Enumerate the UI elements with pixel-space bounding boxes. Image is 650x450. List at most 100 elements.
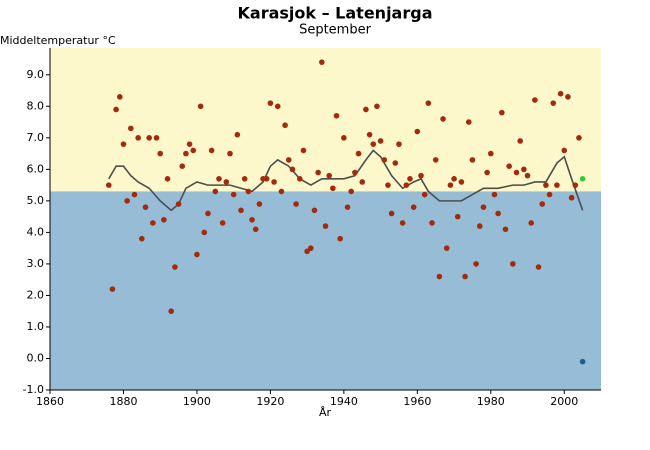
- point: [539, 201, 546, 207]
- point: [190, 147, 197, 154]
- point: [183, 150, 189, 157]
- y-tick-label: 8.0: [27, 99, 45, 112]
- y-tick-label: 6.0: [27, 162, 45, 175]
- x-tick-label: 2000: [550, 395, 578, 408]
- point: [451, 176, 457, 182]
- point: [381, 157, 388, 163]
- band-below: [50, 191, 601, 390]
- point: [506, 163, 512, 170]
- point: [473, 261, 479, 267]
- point: [128, 125, 134, 132]
- point: [282, 122, 288, 129]
- point: [252, 226, 259, 233]
- point: [388, 210, 395, 217]
- point: [355, 150, 362, 157]
- point: [348, 188, 355, 195]
- x-tick-label: 1920: [256, 395, 284, 408]
- point: [524, 172, 531, 179]
- point: [304, 248, 310, 255]
- point: [557, 90, 564, 97]
- point: [521, 166, 527, 173]
- point: [440, 116, 446, 122]
- point: [186, 141, 193, 147]
- point: [374, 103, 380, 110]
- y-tick-label: -1.0: [23, 383, 44, 396]
- point: [175, 201, 182, 207]
- point: [157, 150, 163, 157]
- point: [113, 106, 119, 113]
- point: [488, 150, 494, 157]
- x-tick-label: 1960: [403, 395, 431, 408]
- point: [164, 176, 171, 182]
- point: [285, 157, 292, 163]
- y-tick-label: 7.0: [27, 131, 45, 144]
- chart-subtitle: September: [299, 23, 372, 38]
- point: [465, 119, 472, 125]
- point: [476, 223, 483, 229]
- point: [172, 264, 178, 270]
- point: [256, 201, 263, 207]
- point: [363, 106, 369, 113]
- point: [146, 135, 152, 141]
- point: [330, 185, 336, 192]
- point: [201, 229, 208, 236]
- point: [205, 210, 211, 217]
- point: [421, 191, 428, 198]
- y-axis-label: Middeltemperatur °C: [0, 34, 116, 47]
- x-tick-label: 1980: [477, 395, 505, 408]
- point: [480, 204, 487, 210]
- point: [425, 100, 432, 106]
- x-tick-label: 1900: [183, 395, 211, 408]
- point: [341, 135, 347, 141]
- point: [120, 141, 127, 147]
- point: [116, 94, 123, 100]
- point: [454, 213, 461, 220]
- point: [469, 157, 476, 163]
- y-tick-label: 9.0: [27, 68, 45, 81]
- point: [153, 135, 160, 141]
- point: [436, 273, 443, 280]
- point: [546, 191, 553, 198]
- point: [554, 182, 560, 188]
- point: [429, 220, 435, 226]
- point: [458, 179, 465, 185]
- point: [168, 308, 175, 314]
- point: [414, 128, 421, 135]
- point: [543, 182, 549, 188]
- point: [572, 182, 579, 188]
- point: [319, 59, 325, 65]
- point: [491, 191, 498, 198]
- point: [517, 138, 523, 144]
- point: [161, 216, 167, 223]
- point: [142, 204, 149, 210]
- y-tick-label: 5.0: [27, 194, 45, 207]
- point: [407, 176, 413, 182]
- y-tick-label: 3.0: [27, 257, 45, 270]
- point: [579, 358, 586, 365]
- point: [241, 176, 248, 182]
- point: [105, 182, 112, 188]
- point: [385, 182, 391, 188]
- point: [532, 97, 538, 103]
- point: [359, 179, 366, 185]
- point: [296, 176, 303, 182]
- point: [326, 172, 332, 179]
- point: [230, 191, 237, 198]
- point: [139, 235, 145, 242]
- point: [216, 176, 222, 182]
- x-tick-label: 1880: [109, 395, 137, 408]
- point: [150, 220, 156, 226]
- point: [289, 166, 296, 173]
- point: [550, 100, 557, 106]
- point: [179, 163, 186, 170]
- point: [447, 182, 454, 188]
- y-tick-label: 4.0: [27, 225, 45, 238]
- point: [410, 204, 417, 210]
- point: [396, 141, 402, 147]
- point: [223, 179, 230, 185]
- y-tick-label: 2.0: [27, 288, 45, 301]
- point: [315, 169, 321, 176]
- point: [212, 188, 219, 195]
- point: [443, 245, 450, 251]
- point: [535, 264, 542, 270]
